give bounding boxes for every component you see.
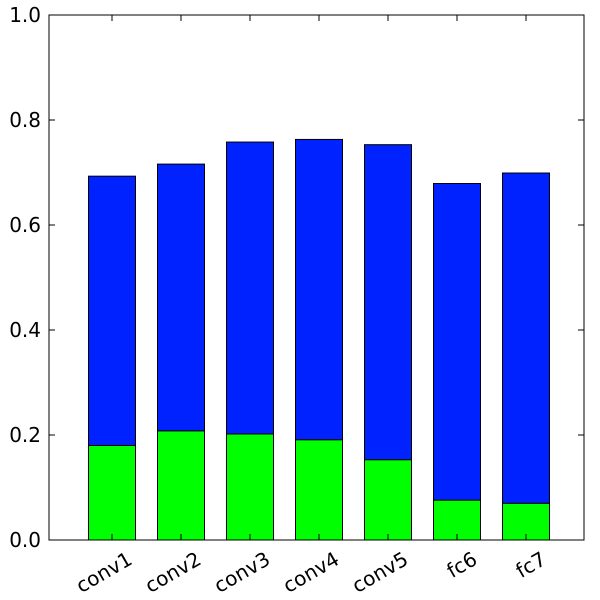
- y-tick-label: 1.0: [9, 3, 41, 27]
- bar-conv5-segment-2: [364, 144, 412, 461]
- bar-conv4-segment-1: [295, 439, 343, 541]
- bar-fc7-segment-2: [502, 172, 550, 504]
- plot-frame: [48, 14, 585, 541]
- x-tick-label-fc7: fc7: [511, 547, 550, 583]
- y-tick-label: 0.6: [9, 213, 41, 237]
- x-tick-label-conv5: conv5: [348, 547, 412, 598]
- bar-fc6-segment-2: [433, 183, 481, 501]
- y-axis-ticks: 0.0 0.2 0.4 0.6 0.8 1.0: [9, 3, 584, 552]
- bar-fc7-segment-1: [502, 502, 550, 541]
- bar-conv3-segment-1: [226, 433, 274, 541]
- bar-conv1-segment-2: [88, 175, 136, 447]
- y-tick-label: 0.4: [9, 318, 41, 342]
- x-tick-label-conv1: conv1: [72, 547, 136, 598]
- bar-conv3-segment-2: [226, 141, 274, 435]
- y-tick-label: 0.8: [9, 108, 41, 132]
- bar-conv5-segment-1: [364, 459, 412, 541]
- bar-conv1-segment-1: [88, 445, 136, 541]
- y-tick-label: 0.2: [9, 423, 41, 447]
- bar-conv2-segment-2: [157, 163, 205, 432]
- bar-conv4-segment-2: [295, 138, 343, 441]
- bars-group: [88, 138, 550, 541]
- x-tick-label-conv2: conv2: [141, 547, 205, 598]
- bar-fc6-segment-1: [433, 499, 481, 541]
- x-tick-label-fc6: fc6: [442, 547, 481, 583]
- x-tick-label-conv4: conv4: [279, 547, 343, 598]
- bar-conv2-segment-1: [157, 430, 205, 541]
- x-tick-label-conv3: conv3: [210, 547, 274, 598]
- y-tick-label: 0.0: [9, 528, 41, 552]
